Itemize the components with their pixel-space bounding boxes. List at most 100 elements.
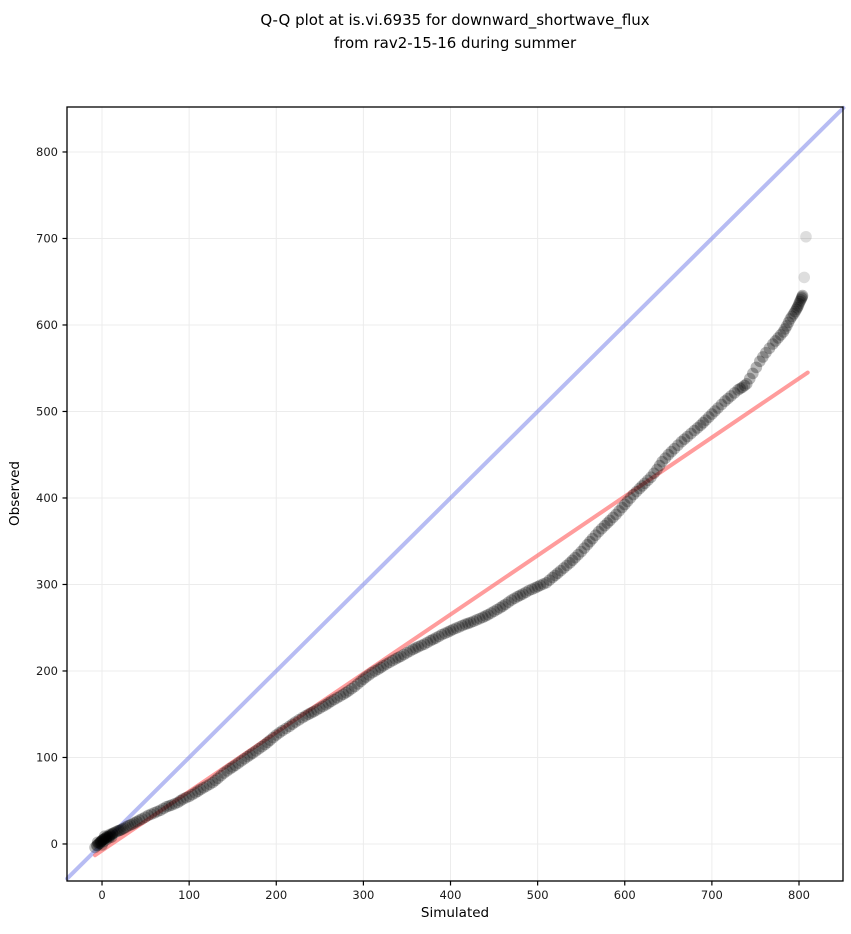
scatter-point [392,651,405,664]
scatter-point [238,752,251,765]
scatter-point [395,650,407,663]
scatter-point [589,529,602,541]
scatter-point [598,519,611,532]
scatter-point [691,422,704,434]
scatter-point [264,734,276,746]
scatter-point [401,647,413,659]
scatter-point [194,783,207,796]
scatter-point [740,377,753,390]
scatter-point [95,835,107,848]
scatter-point [791,301,804,314]
plot-title-line1: Q-Q plot at is.vi.6935 for downward_shor… [260,11,650,29]
scatter-point [789,305,801,318]
scatter-point [165,799,178,811]
scatter-point [569,551,581,564]
scatter-point [280,722,292,735]
scatter-point [128,816,141,829]
scatter-point [779,323,791,335]
ticks-group [62,151,800,886]
plot-title: Q-Q plot at is.vi.6935 for downward_shor… [67,9,843,55]
scatter-point [656,455,669,468]
scatter-point [719,395,731,407]
x-tick-label: 800 [788,888,810,902]
scatter-point [296,711,309,724]
scatter-point [94,837,107,849]
scatter-point [531,580,544,593]
scatter-point [796,291,808,303]
scatter-point [105,831,118,843]
scatter-point [743,372,756,385]
scatter-point [784,313,797,325]
scatter-outlier-point [800,230,812,243]
scatter-point [564,557,576,569]
scatter-point [241,750,254,763]
scatter-point [331,691,344,704]
scatter-point [96,834,108,847]
scatter-point [404,645,416,657]
scatter-point [561,559,573,572]
scatter-point [642,474,654,487]
scatter-point [436,628,448,641]
scatter-point [305,707,317,719]
scatter-point [728,387,741,399]
scatter-point [772,332,784,344]
scatter-point [360,671,372,683]
scatter-point [189,787,202,799]
scatter-point [322,697,335,709]
scatter-point [496,600,509,612]
scatter-point [145,808,158,820]
scatter-point [592,525,605,538]
scatter-point [154,804,167,817]
scatter-point [93,837,106,849]
scatter-point [89,841,101,854]
scatter-point [293,714,305,726]
scatter-point [787,307,800,320]
scatter-point [444,624,457,637]
scatter-point [110,826,122,838]
scatter-point [648,467,660,480]
scatter-point [607,511,619,524]
scatter-point [276,724,289,737]
scatter-point [633,482,646,495]
scatter-point [694,419,707,432]
scatter-point [494,602,506,614]
scatter-point [120,821,132,833]
scatter-point [197,781,210,794]
scatter-point [100,832,113,844]
scatter-point [310,704,323,716]
scatter-point [578,542,591,554]
scatter-point [672,439,684,452]
scatter-point [232,757,245,769]
scatter-point [618,498,631,511]
scatter-point [427,633,439,646]
scatter-point [106,827,119,840]
y-tick-label: 600 [36,318,58,332]
scatter-point [453,621,466,633]
scatter-point [97,835,110,848]
scatter-point [259,738,271,751]
scatter-point [369,665,381,677]
scatter-point [794,295,806,308]
scatter-point [439,627,451,640]
scatter-point [133,814,146,826]
scatter-point [302,708,315,721]
scatter-point [624,492,637,504]
scatter-point [572,548,584,561]
scatter-point [549,569,561,582]
scatter-point [747,367,759,380]
scatter-point [104,828,116,841]
scatter-point [124,819,137,831]
scatter-point [774,329,787,341]
scatter-point [91,839,104,852]
scatter-point [283,720,296,733]
scatter-point [354,675,367,688]
scatter-point [97,833,110,846]
fit-line [93,370,810,858]
scatter-point [183,790,195,803]
scatter-point [139,811,151,823]
tick-labels-group: 0 100 200 300 400 500 600 700 800 0 100 200 300 400 50… [36,145,810,902]
scatter-point [91,836,104,849]
scatter-point [148,807,161,819]
scatter-point [546,571,559,584]
